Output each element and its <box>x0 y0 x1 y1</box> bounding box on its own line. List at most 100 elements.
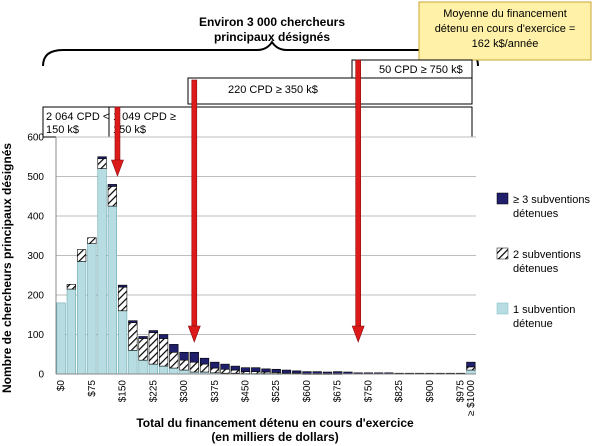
bar-two-grants <box>158 338 169 367</box>
bar-two-grants <box>169 351 179 369</box>
segment-box-150k <box>42 106 473 138</box>
bar-three-grants <box>169 344 179 353</box>
bar-one-grant <box>466 369 476 375</box>
x-tick-label: $600 <box>302 380 313 403</box>
bar-one-grant <box>87 243 97 375</box>
bar-three-grants <box>148 330 158 333</box>
segment-label-over-150k-line2: 150 k$ <box>113 124 146 136</box>
legend-label-two-grants-line1: 2 subventions <box>513 249 581 261</box>
segment-box-350k <box>187 77 473 105</box>
segment-label-750k: 50 CPD ≥ 750 k$ <box>379 64 463 76</box>
threshold-arrow-shaft <box>355 59 361 327</box>
legend-swatch-two-grants <box>496 247 509 260</box>
bar-three-grants <box>333 371 343 374</box>
bar-three-grants <box>322 371 333 374</box>
bar-three-grants <box>271 368 281 373</box>
x-tick-label: $375 <box>210 380 221 403</box>
legend-label-two-grants-line2: détenues <box>513 263 559 275</box>
bar-one-grant <box>56 302 66 375</box>
bar-three-grants <box>128 320 138 323</box>
threshold-arrow-shaft <box>114 106 121 161</box>
threshold-arrow-shaft <box>191 79 198 327</box>
bar-two-grants <box>189 361 199 373</box>
y-tick-label: 300 <box>27 251 44 262</box>
y-tick-label: 0 <box>38 370 44 381</box>
bar-one-grant <box>128 349 138 375</box>
bar-three-grants <box>312 371 322 374</box>
x-axis-title-line2: (en milliers de dollars) <box>211 430 338 444</box>
legend: ≥ 3 subventions détenues 2 subventions d… <box>496 192 590 330</box>
x-tick-label: $150 <box>118 380 129 403</box>
bar-three-grants <box>281 369 292 374</box>
threshold-arrow-head <box>187 325 201 343</box>
y-tick-label: 400 <box>27 212 44 223</box>
bar-one-grant <box>179 369 189 375</box>
x-tick-label: $0 <box>56 380 67 392</box>
y-tick-label: 600 <box>27 133 44 144</box>
bar-three-grants <box>179 351 189 361</box>
segment-label-under-150k-line2: 150 k$ <box>46 124 79 136</box>
bar-three-grants <box>302 371 312 374</box>
bar-one-grant <box>117 310 128 375</box>
bar-two-grants <box>199 363 210 373</box>
x-tick-label: $450 <box>241 380 252 403</box>
threshold-arrow-head <box>351 325 365 343</box>
bar-one-grant <box>169 367 179 375</box>
bar-three-grants <box>138 336 148 339</box>
bar-three-grants <box>107 184 117 187</box>
researchers-count-subtitle: principaux désignés <box>214 30 330 44</box>
bar-two-grants <box>117 286 128 312</box>
segment-label-over-150k-line1: 1 049 CPD ≥ <box>113 111 176 123</box>
x-tick-label: $750 <box>363 380 374 403</box>
bar-three-grants <box>220 363 230 370</box>
bar-two-grants <box>128 322 138 351</box>
bar-three-grants <box>230 365 240 371</box>
bar-three-grants <box>261 368 271 373</box>
average-funding-line2: détenu en cours d'exercice = <box>435 23 576 35</box>
bar-two-grants <box>97 158 107 169</box>
bar-two-grants <box>87 237 97 244</box>
bar-three-grants <box>240 367 251 372</box>
bar-three-grants <box>251 367 261 372</box>
x-tick-label: $525 <box>271 380 282 403</box>
bar-two-grants <box>148 332 158 365</box>
bar-one-grant <box>158 365 169 375</box>
bar-two-grants <box>66 284 76 290</box>
y-tick-label: 500 <box>27 172 44 183</box>
bar-three-grants <box>158 334 169 339</box>
bar-three-grants <box>117 284 128 288</box>
bar-three-grants <box>292 370 302 374</box>
legend-swatch-one-grant <box>496 302 509 315</box>
average-funding-box <box>418 1 592 61</box>
bar-two-grants <box>466 366 476 371</box>
average-funding-line1: Moyenne du financement <box>443 8 567 20</box>
x-tick-label: $675 <box>333 380 344 403</box>
bar-two-grants <box>107 186 117 207</box>
bar-two-grants <box>230 369 240 374</box>
bar-one-grant <box>66 288 76 375</box>
bar-one-grant <box>97 168 107 375</box>
bar-one-grant <box>76 261 87 375</box>
threshold-arrow-head <box>111 159 124 177</box>
researchers-count-title: Environ 3 000 chercheurs <box>199 15 345 29</box>
x-tick-label: ≥ $1000 <box>466 380 477 417</box>
x-tick-label: $825 <box>394 380 405 403</box>
segment-label-under-150k-line1: 2 064 CPD < <box>46 111 109 123</box>
average-funding-line3: 162 k$/année <box>472 38 539 50</box>
x-tick-label: $75 <box>87 380 98 397</box>
bar-three-grants <box>199 357 210 365</box>
x-axis-title-line1: Total du financement détenu en cours d'e… <box>136 416 414 430</box>
x-tick-label: $300 <box>179 380 190 403</box>
bar-two-grants <box>138 338 148 361</box>
legend-label-three-grants-line1: ≥ 3 subventions <box>513 194 590 206</box>
y-axis-title: Nombre de chercheurs principaux désignés <box>0 143 14 393</box>
bar-two-grants <box>220 368 230 374</box>
plot-area: 0 100 200 300 400 500 600 $0 $75 $150 $225 $300 $37… <box>27 59 477 417</box>
bar-one-grant <box>148 363 158 375</box>
y-tick-label: 100 <box>27 330 44 341</box>
legend-label-one-grant-line1: 1 subvention <box>513 304 575 316</box>
legend-swatch-three-grants <box>496 192 509 205</box>
bar-two-grants <box>76 249 87 262</box>
segment-label-350k: 220 CPD ≥ 350 k$ <box>228 84 318 96</box>
y-tick-label: 200 <box>27 291 44 302</box>
